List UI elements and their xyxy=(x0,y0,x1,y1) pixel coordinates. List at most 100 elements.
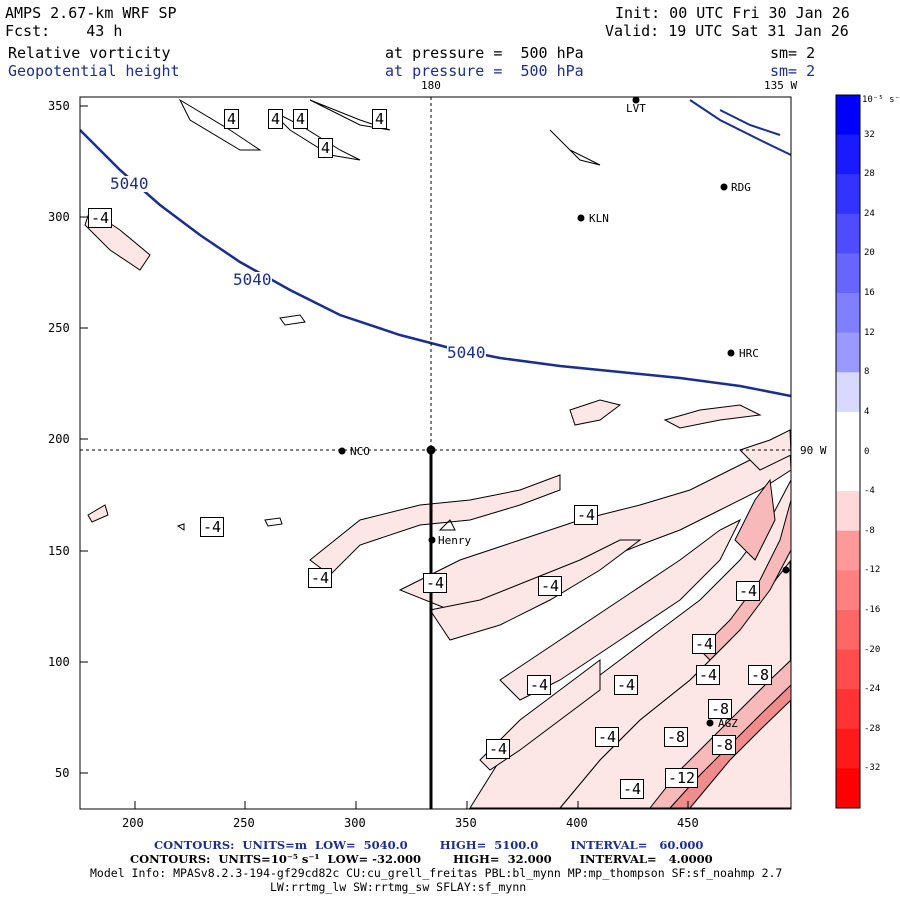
x-tick-450: 450 xyxy=(677,816,699,830)
longitude-label-top: 180 xyxy=(421,79,441,92)
station-dot-lvt xyxy=(632,97,640,104)
valid-time: Valid: 19 UTC Sat 31 Jan 26 xyxy=(605,22,849,40)
vorticity-contour-label: -4 xyxy=(200,517,225,537)
colorbar-swatch xyxy=(836,609,860,651)
height-label-5040-a: 5040 xyxy=(110,174,149,193)
colorbar-swatch xyxy=(836,570,860,611)
x-tick-300: 300 xyxy=(344,816,366,830)
y-tick-350: 350 xyxy=(48,99,70,113)
station-label-rdg: RDG xyxy=(731,181,751,194)
plot-frame xyxy=(79,96,792,810)
y-tick-100: 100 xyxy=(48,655,70,669)
colorbar-label: 28 xyxy=(864,169,875,180)
colorbar-label: -20 xyxy=(864,644,881,655)
y-tick-50: 50 xyxy=(55,766,70,780)
colorbar-label: 8 xyxy=(864,367,870,378)
colorbar-swatch xyxy=(836,95,860,136)
vorticity-contour-label: -8 xyxy=(748,665,773,685)
station-dot-henry xyxy=(428,536,436,544)
footer-contours-vorticity: CONTOURS: UNITS=10⁻⁵ s⁻¹ LOW= -32.000 HI… xyxy=(130,852,713,866)
station-dot-kln xyxy=(577,214,585,222)
vorticity-contour-label: -4 xyxy=(620,779,645,799)
colorbar-label: -16 xyxy=(864,604,881,615)
longitude-label-topright: 135 W xyxy=(764,79,798,92)
geopotential-height-contour xyxy=(80,129,791,398)
colorbar-label: 24 xyxy=(864,208,875,219)
axis-ticks xyxy=(80,105,689,809)
station-dot-edge xyxy=(782,566,790,574)
station-label-agz: AGZ xyxy=(718,717,738,730)
station-label-hrc: HRC xyxy=(739,347,759,360)
station-dot-crosshair xyxy=(426,445,436,455)
colorbar-label: 32 xyxy=(864,129,875,140)
vorticity-fill-light xyxy=(84,209,791,809)
field2-smooth: sm= 2 xyxy=(770,62,816,80)
y-tick-250: 250 xyxy=(48,321,70,335)
colorbar-swatch xyxy=(836,174,860,215)
station-dot-rdg xyxy=(720,183,728,191)
model-title: AMPS 2.67-km WRF SP xyxy=(5,4,177,22)
field2-level: at pressure = 500 hPa xyxy=(385,62,584,80)
vorticity-contour-label: -4 xyxy=(574,505,599,525)
colorbar-swatch xyxy=(836,332,860,373)
colorbar-label: -32 xyxy=(864,763,881,774)
init-time: Init: 00 UTC Fri 30 Jan 26 xyxy=(615,4,850,22)
colorbar-swatch xyxy=(836,768,860,809)
station-label-kln: KLN xyxy=(589,212,609,225)
colorbar-label: 0 xyxy=(864,446,870,457)
vorticity-contour-label: 4 xyxy=(268,109,284,129)
colorbar-label: -8 xyxy=(864,525,875,536)
vorticity-contour-label: 4 xyxy=(293,109,309,129)
colorbar-label: -28 xyxy=(864,723,881,734)
colorbar-label: -4 xyxy=(864,486,875,497)
vorticity-contour-label: -4 xyxy=(423,573,448,593)
height-label-5040-b: 5040 xyxy=(233,270,272,289)
station-label-henry: Henry xyxy=(438,534,472,547)
y-tick-150: 150 xyxy=(48,544,70,558)
field1-level: at pressure = 500 hPa xyxy=(385,44,584,62)
colorbar-label: -24 xyxy=(864,684,881,695)
station-label-nco: NCO xyxy=(350,445,370,458)
colorbar-label: 20 xyxy=(864,248,875,259)
station-dot-nco xyxy=(338,447,346,455)
vorticity-contour-label: 4 xyxy=(318,138,334,158)
colorbar-label: 12 xyxy=(864,327,875,338)
station-label-lvt: LVT xyxy=(626,102,646,115)
colorbar-swatch xyxy=(836,451,860,492)
vorticity-contour-label: -8 xyxy=(664,727,689,747)
x-tick-350: 350 xyxy=(455,816,477,830)
colorbar xyxy=(835,94,861,809)
vorticity-contour-label: -4 xyxy=(692,634,717,654)
x-tick-400: 400 xyxy=(566,816,588,830)
x-tick-200: 200 xyxy=(122,816,144,830)
station-dot-agz xyxy=(706,719,714,727)
colorbar-swatch xyxy=(836,134,860,175)
station-dot-hrc xyxy=(727,349,735,357)
colorbar-swatch xyxy=(836,253,860,294)
vorticity-contour-label: -4 xyxy=(595,727,620,747)
x-tick-250: 250 xyxy=(233,816,255,830)
colorbar-swatch xyxy=(836,491,860,532)
vorticity-contour-label: -4 xyxy=(486,739,511,759)
vorticity-contour-label: 4 xyxy=(372,109,388,129)
vorticity-contour-label: -4 xyxy=(527,675,552,695)
field1-smooth: sm= 2 xyxy=(770,44,816,62)
colorbar-swatch xyxy=(836,372,860,413)
colorbar-swatch xyxy=(836,293,860,334)
colorbar-swatch xyxy=(836,649,860,690)
latitude-label-right: 90 W xyxy=(800,444,827,457)
colorbar-swatch xyxy=(836,689,860,730)
forecast-hour: Fcst: 43 h xyxy=(5,22,123,40)
y-tick-200: 200 xyxy=(48,432,70,446)
colorbar-swatch xyxy=(836,728,860,769)
colorbar-swatch xyxy=(836,411,860,452)
vorticity-contour-label: -8 xyxy=(712,735,737,755)
colorbar-swatch xyxy=(836,530,860,571)
vorticity-contour-label: -4 xyxy=(696,665,721,685)
footer-model-info: Model Info: MPASv8.2.3-194-gf29cd82c CU:… xyxy=(90,866,783,880)
footer-model-info-2: LW:rrtmg_lw SW:rrtmg_sw SFLAY:sf_mynn xyxy=(270,880,527,894)
y-tick-300: 300 xyxy=(48,210,70,224)
colorbar-unit: 10⁻⁵ s⁻¹ xyxy=(862,95,900,105)
colorbar-label: -12 xyxy=(864,565,881,576)
